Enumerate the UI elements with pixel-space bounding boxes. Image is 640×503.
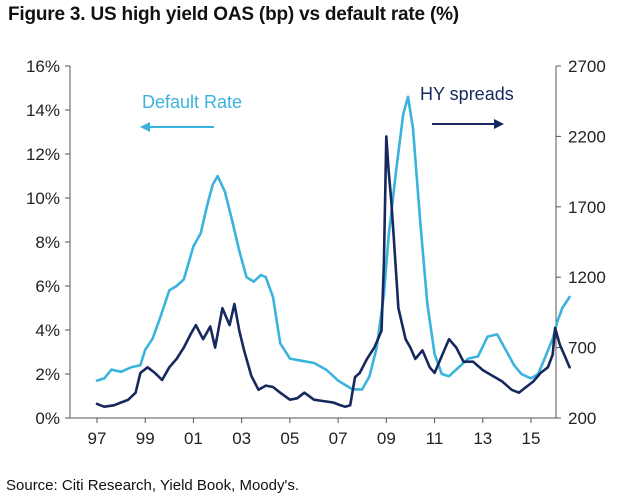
left-tick-label: 6% (35, 277, 60, 296)
x-axis: 97 99 01 03 05 07 09 11 13 15 (88, 418, 541, 448)
x-tick-label: 13 (473, 429, 492, 448)
left-tick-label: 2% (35, 365, 60, 384)
left-tick-label: 16% (26, 57, 60, 76)
hy-spreads-label: HY spreads (420, 84, 514, 104)
left-tick-label: 8% (35, 233, 60, 252)
left-tick-label: 10% (26, 189, 60, 208)
left-tick-label: 14% (26, 101, 60, 120)
hy-spreads-line (95, 135, 571, 409)
right-tick-label: 200 (568, 409, 596, 428)
default-rate-label: Default Rate (142, 92, 242, 112)
left-axis: 0% 2% 4% 6% 8% 10% 12% 14% 16% (26, 57, 70, 428)
plot-frame (69, 66, 557, 419)
right-axis: 200 700 1200 1700 2200 2700 (556, 57, 606, 428)
left-tick-label: 12% (26, 145, 60, 164)
right-tick-label: 1700 (568, 198, 606, 217)
right-tick-label: 2700 (568, 57, 606, 76)
x-tick-label: 05 (280, 429, 299, 448)
x-tick-label: 97 (88, 429, 107, 448)
annotations: Default Rate HY spreads (140, 84, 514, 132)
left-tick-label: 0% (35, 409, 60, 428)
left-arrow-icon (140, 122, 214, 132)
x-tick-label: 11 (426, 429, 444, 448)
default-rate-line (95, 95, 571, 391)
left-tick-label: 4% (35, 321, 60, 340)
x-tick-label: 15 (522, 429, 541, 448)
x-tick-label: 09 (377, 429, 396, 448)
right-tick-label: 700 (568, 339, 596, 358)
right-tick-label: 2200 (568, 127, 606, 146)
x-tick-label: 07 (329, 429, 348, 448)
right-tick-label: 1200 (568, 268, 606, 287)
right-arrow-icon (432, 119, 504, 129)
chart-title: Figure 3. US high yield OAS (bp) vs defa… (8, 4, 459, 25)
x-tick-label: 01 (184, 429, 203, 448)
source-note: Source: Citi Research, Yield Book, Moody… (6, 477, 299, 494)
x-tick-label: 99 (136, 429, 155, 448)
series-layer (95, 95, 571, 409)
x-tick-label: 03 (232, 429, 251, 448)
